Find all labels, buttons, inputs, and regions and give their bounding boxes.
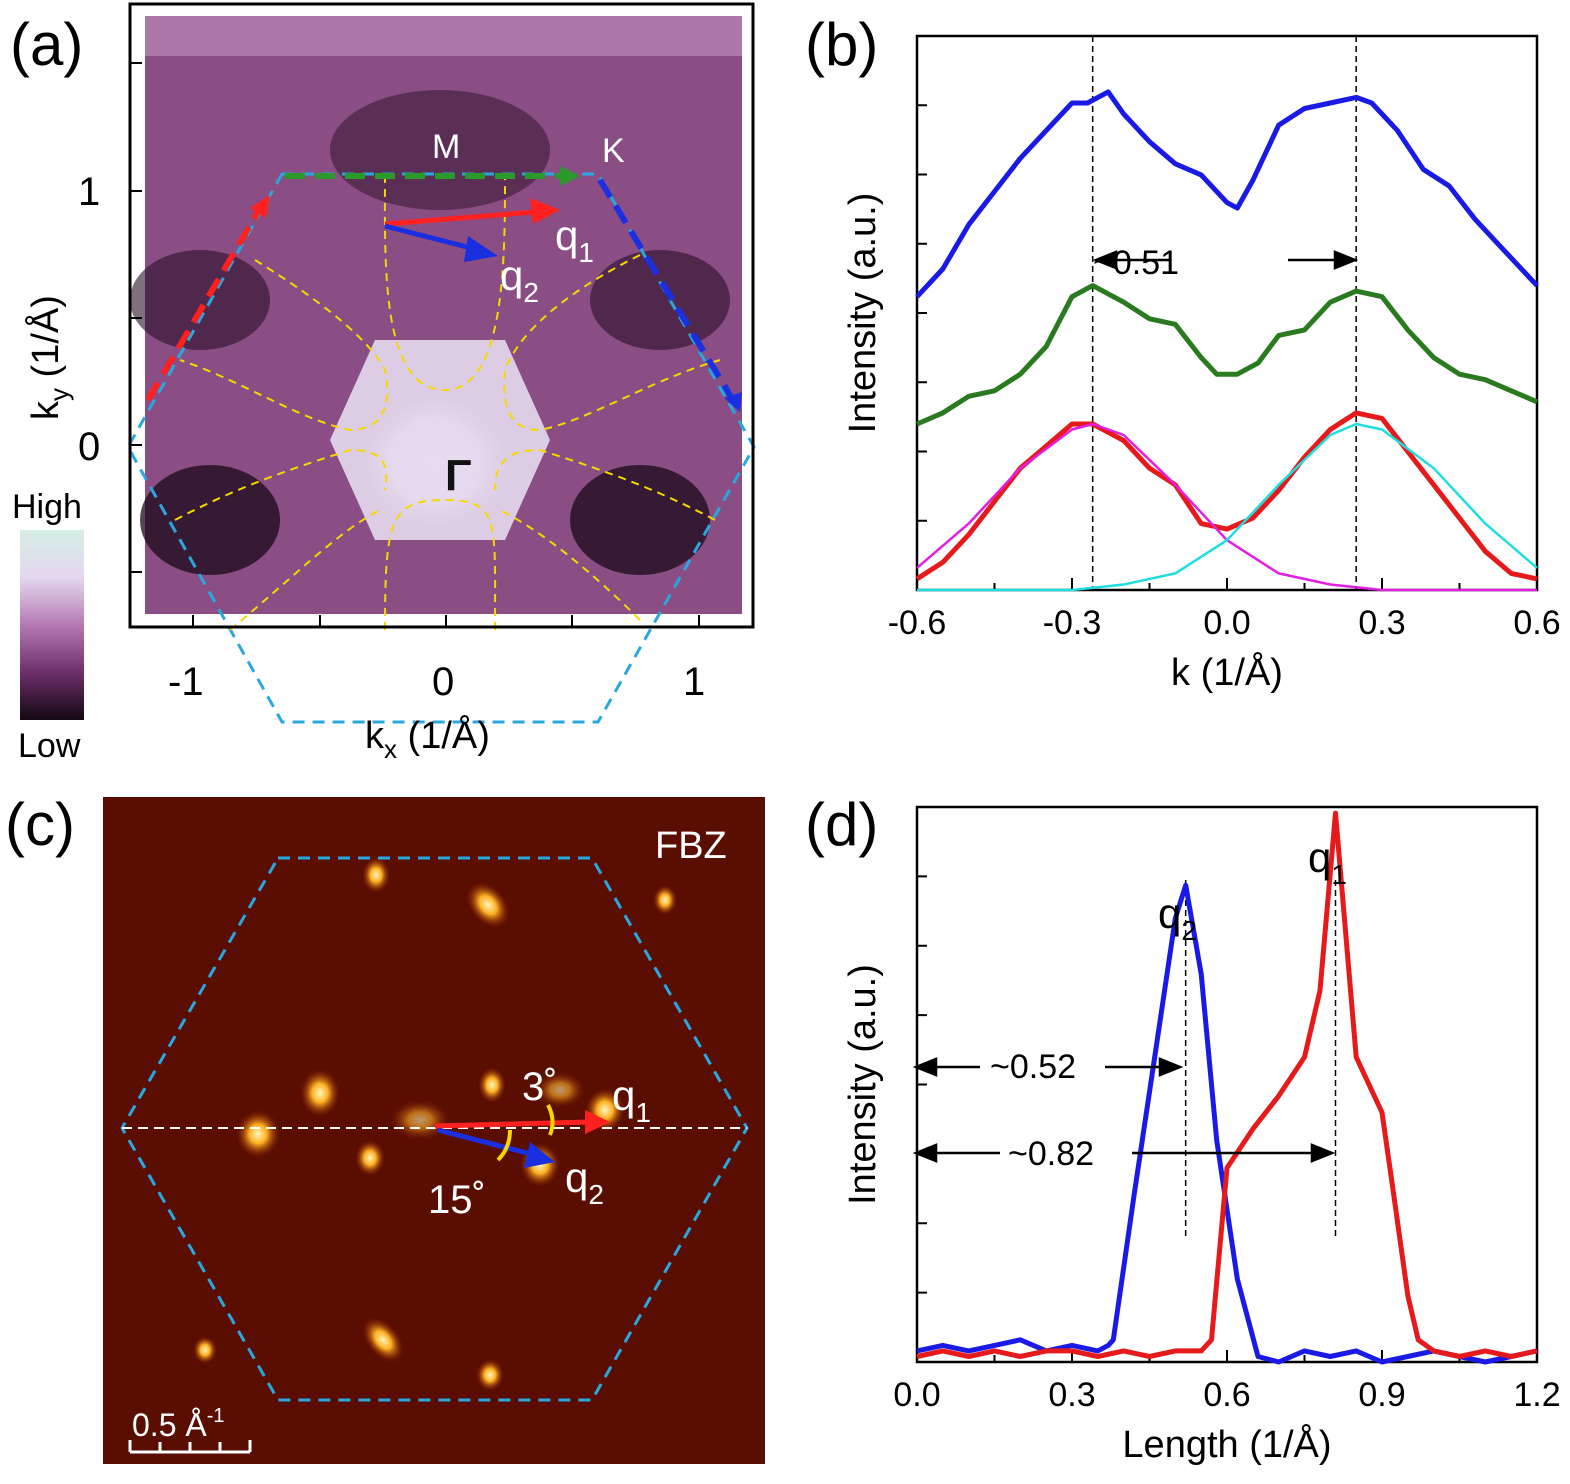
- panel-a-ticks: [130, 62, 700, 627]
- fermi-contours: [174, 174, 721, 631]
- b-ylabel: Intensity (a.u.): [842, 193, 884, 434]
- panel-b-chart: -0.6 -0.3 0.0 0.3 0.6 k (1/Å) Intensity (a.u.)…: [842, 34, 1561, 694]
- d-series-line: [916, 882, 1538, 1365]
- a-ylabel: ky (1/Å): [23, 295, 74, 420]
- panel-c-label: (c): [5, 791, 75, 858]
- d-ylabel: Intensity (a.u.): [842, 964, 884, 1205]
- c-q1-arrow: [434, 1110, 610, 1134]
- angle-arc-15: [496, 1129, 512, 1162]
- d-xtick-label: 0.6: [1203, 1376, 1250, 1414]
- arrow-green-path: [285, 166, 580, 186]
- b-series-line: [915, 89, 1539, 299]
- panel-d-label: (d): [805, 791, 879, 858]
- colorbar: [20, 530, 84, 720]
- d-xtick-label: 0.9: [1358, 1376, 1405, 1414]
- panel-c-figure: 3˚ 15˚ q1 q2 FBZ 0.5 Å-1: [103, 797, 765, 1464]
- fbz-tag: FBZ: [655, 825, 727, 867]
- d-xtick-label: 0.0: [893, 1376, 940, 1414]
- b-xtick-label: -0.3: [1043, 604, 1102, 642]
- scale-bar-label: 0.5 Å-1: [132, 1405, 225, 1443]
- b-xtick-label: -0.6: [888, 604, 947, 642]
- colorbar-high-label: High: [12, 488, 82, 526]
- d-label-q2: q2: [1158, 890, 1197, 946]
- angle-arc-3: [546, 1104, 555, 1136]
- a-xtick-1: 1: [683, 660, 705, 704]
- d-xlabel: Length (1/Å): [1122, 1422, 1331, 1466]
- panel-b-label: (b): [805, 11, 879, 78]
- panel-a-frame: [128, 2, 755, 629]
- d-xtick-label: 1.2: [1513, 1376, 1560, 1414]
- d-annotation-082: ~0.82: [1008, 1135, 1094, 1173]
- b-series-line: [917, 422, 1538, 592]
- panel-a-label: (a): [10, 11, 84, 78]
- panel-d-chart: 0.0 0.3 0.6 0.9 1.2 Length (1/Å) Intensity (a.…: [842, 805, 1561, 1466]
- a-ytick-1: 1: [78, 170, 100, 214]
- arrow-red-path: [145, 195, 270, 402]
- brillouin-zone-hexagon: [126, 172, 756, 724]
- scale-bar: [128, 1440, 252, 1454]
- colorbar-low-label: Low: [18, 727, 81, 765]
- label-q2: q2: [500, 252, 539, 308]
- a-xtick-neg1: -1: [168, 660, 204, 704]
- angle-15-label: 15˚: [428, 1178, 486, 1222]
- label-gamma: Γ: [445, 451, 471, 500]
- label-M: M: [432, 128, 460, 166]
- b-annotation-arrow: [1092, 250, 1359, 270]
- d-series-line: [916, 810, 1538, 1359]
- b-series-line: [916, 283, 1538, 427]
- a-ytick-0: 0: [78, 425, 100, 469]
- b-series-line: [916, 422, 1537, 592]
- a-xtick-0: 0: [432, 660, 454, 704]
- c-label-q1: q1: [612, 1072, 651, 1128]
- fft-peaks: [193, 857, 677, 1391]
- b-xtick-label: 0.3: [1358, 604, 1405, 642]
- q2-vector-arrow: [384, 223, 498, 262]
- angle-3-label: 3˚: [522, 1065, 558, 1109]
- a-xlabel: kx (1/Å): [365, 713, 490, 764]
- label-K: K: [602, 132, 625, 170]
- d-annotation-052: ~0.52: [990, 1048, 1076, 1086]
- panel-a-figure: M K Γ q1 q2 1 0 -1 0 1 kx (1/Å) ky (1/Å)…: [12, 2, 756, 765]
- d-label-q1: q1: [1308, 834, 1347, 890]
- d-annotation-arrows: [912, 1057, 1336, 1163]
- b-xtick-label: 0.0: [1203, 604, 1250, 642]
- d-xtick-label: 0.3: [1048, 1376, 1095, 1414]
- b-xlabel: k (1/Å): [1171, 650, 1283, 694]
- c-q2-arrow: [437, 1127, 555, 1168]
- c-label-q2: q2: [565, 1154, 604, 1210]
- arrow-blue-path: [597, 178, 742, 412]
- b-xtick-label: 0.6: [1513, 604, 1560, 642]
- b-series-line: [915, 410, 1538, 582]
- b-plot-frame: [915, 34, 1539, 592]
- label-q1: q1: [555, 212, 594, 268]
- q1-vector-arrow: [384, 198, 560, 227]
